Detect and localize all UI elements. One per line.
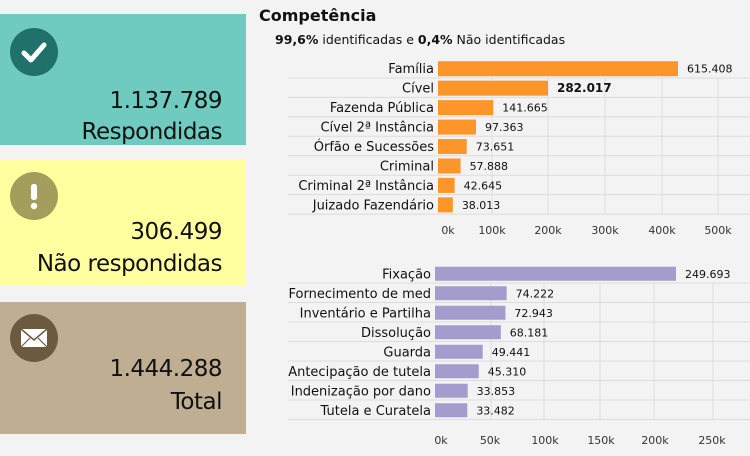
data-label: 282.017 xyxy=(557,81,612,95)
category-label: Fixação xyxy=(382,267,431,282)
check-icon xyxy=(10,28,58,76)
respondidas-value: 1.137.789 xyxy=(109,88,222,114)
category-label: Antecipação de tutela xyxy=(288,365,431,380)
x-tick-label: 100k xyxy=(531,434,559,447)
data-label: 615.408 xyxy=(687,63,733,76)
bar xyxy=(438,80,548,96)
data-label: 42.645 xyxy=(464,179,503,192)
subtitle-text-1: identificadas e xyxy=(318,32,418,47)
respondidas-label: Respondidas xyxy=(81,119,223,145)
category-label: Criminal xyxy=(380,159,434,174)
identified-pct: 99,6% xyxy=(275,32,319,47)
category-label: Guarda xyxy=(383,345,431,360)
bar xyxy=(435,344,483,359)
category-label: Criminal 2ª Instância xyxy=(298,179,434,194)
category-label: Inventário e Partilha xyxy=(300,306,431,321)
x-tick-label: 150k xyxy=(587,434,615,447)
data-label: 45.310 xyxy=(488,365,527,378)
category-label: Fazenda Pública xyxy=(330,101,434,116)
data-label: 68.181 xyxy=(510,326,548,339)
chart-subtitle: 99,6% identificadas e 0,4% Não identific… xyxy=(275,32,565,47)
bar xyxy=(438,158,461,174)
x-tick-label: 50k xyxy=(480,434,501,447)
bar xyxy=(435,266,676,281)
nao-respondidas-label: Não respondidas xyxy=(36,251,223,277)
bar xyxy=(438,197,453,213)
total-label: Total xyxy=(170,389,223,415)
category-label: Órfão e Sucessões xyxy=(314,139,434,155)
data-label: 57.888 xyxy=(470,160,509,173)
category-label: Cível 2ª Instância xyxy=(320,121,434,136)
exclamation-icon xyxy=(10,172,58,220)
data-label: 72.943 xyxy=(514,307,553,320)
data-label: 33.853 xyxy=(477,385,516,398)
x-tick-label: 200k xyxy=(641,434,669,447)
chart-title: Competência xyxy=(259,6,377,25)
bar xyxy=(435,305,506,320)
x-tick-label: 0k xyxy=(434,434,448,447)
x-tick-label: 250k xyxy=(698,434,726,447)
subtitle-text-2: Não identificadas xyxy=(452,32,566,47)
data-label: 249.693 xyxy=(685,268,731,281)
bar xyxy=(438,100,494,116)
bar xyxy=(438,61,678,77)
category-label: Dissolução xyxy=(361,326,431,341)
x-tick-label: 300k xyxy=(591,224,619,237)
category-label: Cível xyxy=(402,82,434,97)
bar xyxy=(435,364,479,379)
bar xyxy=(438,139,467,155)
data-label: 38.013 xyxy=(462,199,501,212)
data-label: 141.665 xyxy=(502,102,548,115)
category-label: Tutela e Curatela xyxy=(320,404,431,419)
data-label: 97.363 xyxy=(485,121,523,134)
unidentified-pct: 0,4% xyxy=(417,32,453,47)
data-label: 49.441 xyxy=(492,346,531,359)
bar xyxy=(435,286,507,301)
data-label: 33.482 xyxy=(476,404,515,417)
nao-respondidas-value: 306.499 xyxy=(130,219,222,245)
x-tick-label: 0k xyxy=(441,224,455,237)
bar xyxy=(438,119,476,135)
bar xyxy=(435,403,468,418)
bar xyxy=(435,383,468,398)
category-label: Juizado Fazendário xyxy=(312,198,434,213)
category-label: Família xyxy=(388,62,434,77)
bar xyxy=(435,325,501,340)
x-tick-label: 400k xyxy=(648,224,676,237)
category-label: Indenização por dano xyxy=(291,384,431,399)
card-nao-respondidas: 306.499 Não respondidas xyxy=(0,159,246,285)
envelope-icon xyxy=(10,314,58,362)
card-respondidas: 1.137.789 Respondidas xyxy=(0,14,246,145)
data-label: 73.651 xyxy=(476,141,514,154)
data-label: 74.222 xyxy=(516,287,555,300)
category-label: Fornecimento de med xyxy=(289,287,431,302)
total-value: 1.444.288 xyxy=(109,356,222,382)
x-tick-label: 100k xyxy=(478,224,506,237)
bar xyxy=(438,177,455,193)
x-tick-label: 200k xyxy=(534,224,562,237)
x-tick-label: 500k xyxy=(704,224,732,237)
card-total: 1.444.288 Total xyxy=(0,302,246,434)
